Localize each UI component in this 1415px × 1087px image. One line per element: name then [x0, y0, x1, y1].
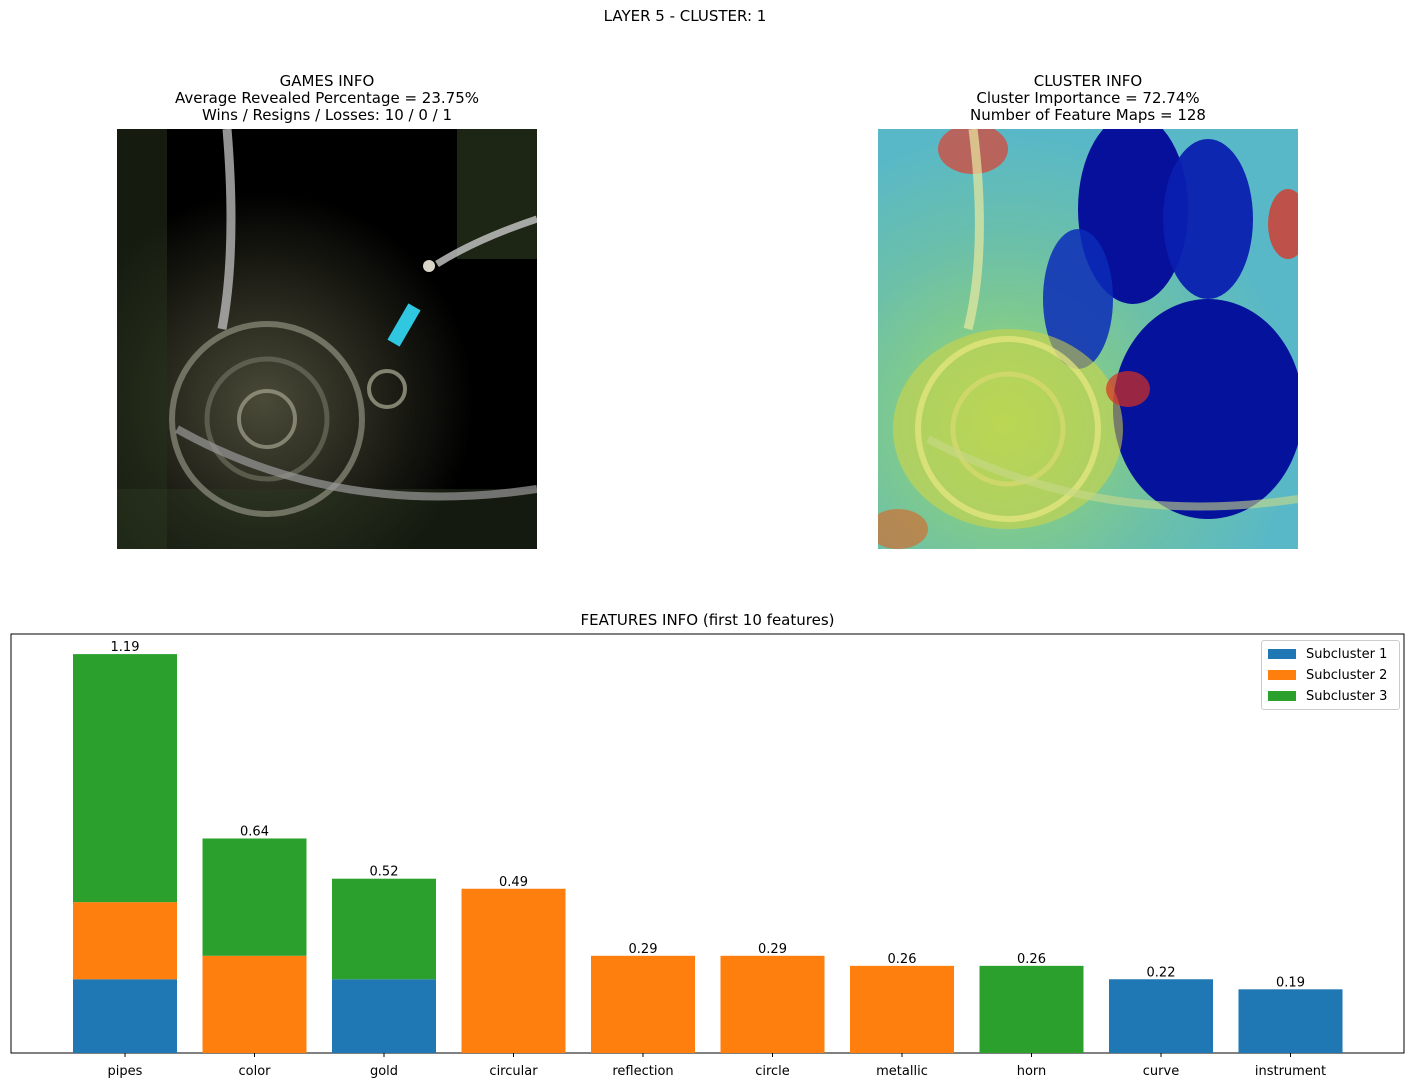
- bar-instrument-subcluster-1: [1238, 989, 1343, 1053]
- bar-total-labels: 1.19 0.64 0.52 0.49 0.29 0.29 0.26 0.26 0.22 0.19: [111, 640, 1305, 990]
- x-tick-label-color: color: [238, 1064, 271, 1079]
- total-label-circle: 0.29: [758, 942, 787, 957]
- bar-circle-subcluster-2: [720, 955, 825, 1053]
- bar-metallic-subcluster-2: [850, 965, 954, 1053]
- revealed-image: [117, 129, 537, 549]
- legend-item-subcluster-1: Subcluster 1: [1268, 646, 1387, 662]
- x-tick-label-curve: curve: [1143, 1064, 1179, 1079]
- x-tick-label-metallic: metallic: [876, 1064, 928, 1079]
- bar-gold-subcluster-1: [332, 979, 436, 1053]
- games-info-header: GAMES INFO Average Revealed Percentage =…: [117, 73, 537, 124]
- legend-label-subcluster-3: Subcluster 3: [1306, 688, 1388, 704]
- x-tick-label-pipes: pipes: [108, 1064, 143, 1079]
- figure-suptitle: LAYER 5 - CLUSTER: 1: [603, 7, 767, 25]
- bar-pipes-subcluster-3: [73, 654, 177, 903]
- total-label-instrument: 0.19: [1276, 975, 1305, 990]
- games-info-title: GAMES INFO: [279, 72, 375, 90]
- games-info-revealed: Average Revealed Percentage = 23.75%: [174, 89, 479, 107]
- bar-gold-subcluster-3: [332, 878, 436, 980]
- total-label-curve: 0.22: [1147, 965, 1176, 980]
- x-tick-label-reflection: reflection: [612, 1064, 673, 1079]
- cluster-info-title: CLUSTER INFO: [1033, 72, 1143, 90]
- legend-swatch-subcluster-2: [1268, 670, 1296, 680]
- x-tick-label-circular: circular: [489, 1064, 538, 1079]
- bar-color-subcluster-2: [202, 955, 307, 1053]
- bar-pipes-subcluster-1: [73, 979, 177, 1053]
- legend-swatch-subcluster-3: [1268, 691, 1296, 701]
- cluster-info-header: CLUSTER INFO Cluster Importance = 72.74%…: [878, 73, 1298, 124]
- total-label-pipes: 1.19: [111, 640, 140, 655]
- x-tick-label-gold: gold: [370, 1064, 398, 1079]
- x-tick-label-instrument: instrument: [1255, 1064, 1326, 1079]
- legend-item-subcluster-3: Subcluster 3: [1268, 688, 1387, 704]
- bar-horn-subcluster-3: [979, 965, 1084, 1053]
- bar-pipes-subcluster-2: [73, 902, 177, 980]
- legend-item-subcluster-2: Subcluster 2: [1268, 667, 1387, 683]
- french-horn-heatmap-picture: [878, 129, 1298, 549]
- bar-color-subcluster-3: [202, 838, 307, 956]
- cluster-heatmap-image: [878, 129, 1298, 549]
- x-tick-label-circle: circle: [755, 1064, 790, 1079]
- french-horn-revealed-picture: [117, 129, 537, 549]
- chart-legend: Subcluster 1 Subcluster 2 Subcluster 3: [1261, 640, 1400, 710]
- total-label-metallic: 0.26: [888, 952, 917, 967]
- bar-group: [73, 654, 1343, 1053]
- legend-label-subcluster-1: Subcluster 1: [1306, 646, 1388, 662]
- chart-title: FEATURES INFO (first 10 features): [581, 611, 835, 629]
- total-label-horn: 0.26: [1017, 952, 1046, 967]
- games-info-record: Wins / Resigns / Losses: 10 / 0 / 1: [201, 106, 453, 124]
- total-label-gold: 0.52: [370, 865, 399, 880]
- bar-circular-subcluster-2: [461, 888, 566, 1053]
- total-label-color: 0.64: [240, 824, 269, 839]
- cluster-info-feature-maps: Number of Feature Maps = 128: [970, 106, 1206, 124]
- legend-swatch-subcluster-1: [1268, 649, 1296, 659]
- x-tick-label-horn: horn: [1017, 1064, 1047, 1079]
- plot-area-frame: [10, 633, 1405, 1054]
- cluster-info-importance: Cluster Importance = 72.74%: [976, 89, 1200, 107]
- legend-label-subcluster-2: Subcluster 2: [1306, 667, 1388, 683]
- x-axis-ticks: pipes color gold circular reflection circle me…: [108, 1053, 1326, 1079]
- bar-curve-subcluster-1: [1109, 979, 1213, 1053]
- total-label-reflection: 0.29: [629, 942, 658, 957]
- bar-reflection-subcluster-2: [591, 955, 695, 1053]
- total-label-circular: 0.49: [499, 875, 528, 890]
